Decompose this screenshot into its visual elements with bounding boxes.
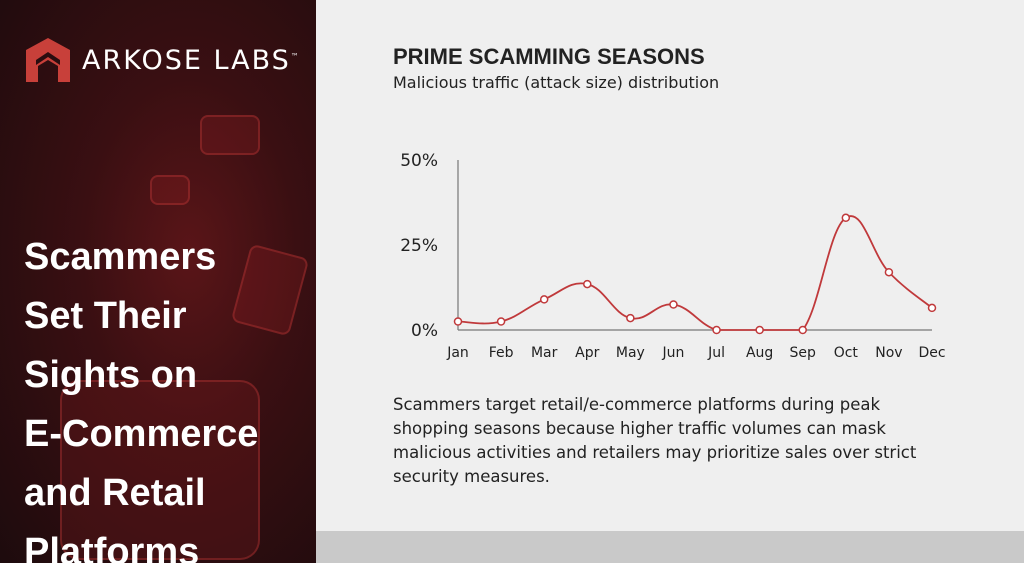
y-tick-label: 50% (400, 151, 438, 171)
headline-line: Set Their (24, 295, 187, 337)
data-point (927, 303, 937, 313)
card-decoration (200, 115, 260, 155)
x-tick-label: Nov (875, 345, 902, 361)
headline-line: Platforms (24, 531, 200, 563)
data-point (583, 279, 592, 289)
x-tick-label: Oct (834, 345, 859, 361)
arkose-logo-icon (26, 38, 70, 82)
x-tick-label: Jul (707, 345, 725, 361)
headline-line: and Retail (24, 472, 206, 514)
x-tick-label: Dec (918, 345, 945, 361)
data-point (539, 295, 549, 304)
data-point (798, 325, 807, 335)
data-point (626, 313, 635, 323)
series-line (457, 215, 933, 331)
x-tick-label: Jun (662, 345, 685, 361)
x-tick-label: May (616, 345, 645, 361)
x-tick-label: Feb (489, 345, 514, 361)
data-point (496, 317, 506, 326)
body-paragraph: Scammers target retail/e-commerce platfo… (393, 395, 917, 486)
chart-subtitle: Malicious traffic (attack size) distribu… (393, 73, 720, 92)
headline-line: Scammers (24, 236, 217, 278)
chart-title: PRIME SCAMMING SEASONS (393, 44, 705, 69)
line-chart: 0% 25% 50% Jan Feb Mar Apr May Jun Jul Aug Sep Oct No… (400, 151, 945, 361)
x-tick-label: Jan (446, 345, 469, 361)
data-point (712, 325, 721, 335)
data-point (669, 300, 678, 309)
x-tick-label: Sep (790, 345, 817, 361)
headline-line: Sights on (24, 354, 198, 396)
x-tick-label: Mar (531, 345, 558, 361)
x-tick-label: Aug (746, 345, 773, 361)
data-point (884, 267, 894, 277)
headline: Scammers Set Their Sights on E-Commerce … (24, 228, 314, 563)
brand-logo: ARKOSE LABS™ (24, 36, 301, 84)
data-point (841, 213, 851, 223)
x-tick-label: Apr (575, 345, 599, 361)
left-panel: ARKOSE LABS™ Scammers Set Their Sights o… (0, 0, 316, 563)
bottom-band (316, 531, 1024, 563)
y-tick-label: 0% (411, 321, 438, 341)
bag-decoration (60, 380, 260, 560)
data-point (453, 317, 463, 326)
brand-name: ARKOSE LABS™ (82, 44, 301, 76)
card-decoration (150, 175, 190, 205)
headline-line: E-Commerce (24, 413, 259, 455)
data-point (755, 325, 764, 335)
y-tick-label: 25% (400, 236, 438, 256)
